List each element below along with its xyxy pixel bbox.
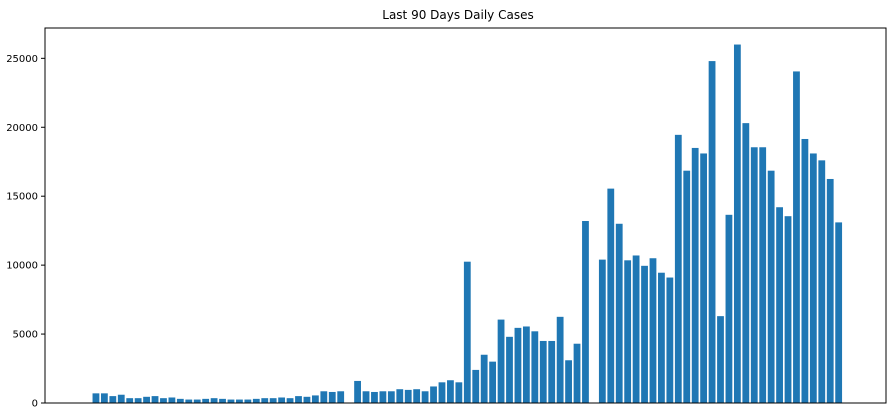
- bar: [143, 396, 150, 403]
- bar: [784, 216, 792, 403]
- bar: [742, 123, 750, 403]
- bar: [210, 398, 218, 403]
- bar: [202, 398, 210, 403]
- bar: [261, 398, 269, 403]
- bar: [320, 391, 328, 403]
- bar: [683, 170, 691, 403]
- chart-title: Last 90 Days Daily Cases: [382, 8, 533, 22]
- bar: [531, 331, 539, 403]
- bar: [506, 336, 513, 403]
- bar: [480, 354, 488, 403]
- bar: [286, 398, 294, 403]
- bar: [666, 277, 674, 403]
- y-tick-label: 5000: [13, 330, 38, 341]
- bar: [801, 138, 809, 404]
- bar: [151, 396, 159, 403]
- bar: [793, 71, 800, 404]
- bar: [615, 223, 623, 403]
- bar: [497, 319, 505, 403]
- bar: [387, 391, 395, 403]
- bar: [438, 382, 446, 403]
- bar: [396, 389, 404, 403]
- bar: [362, 391, 370, 403]
- bar: [776, 207, 783, 403]
- y-tick-label: 20000: [6, 123, 38, 134]
- bar: [303, 396, 311, 403]
- bar: [514, 327, 522, 403]
- bar: [489, 361, 497, 403]
- bar: [708, 61, 716, 404]
- bar: [337, 391, 345, 403]
- bars: [92, 44, 843, 404]
- bar: [227, 399, 235, 403]
- bar: [421, 391, 429, 403]
- bar: [371, 391, 378, 403]
- bar: [168, 397, 176, 403]
- bar: [278, 397, 286, 403]
- bar: [700, 153, 708, 403]
- bar: [674, 134, 682, 403]
- bar: [134, 398, 142, 403]
- bar: [565, 360, 572, 403]
- bar: [733, 44, 741, 403]
- bar: [649, 258, 657, 403]
- bar: [219, 398, 226, 403]
- y-tick-label: 15000: [6, 192, 38, 203]
- bar: [725, 214, 733, 403]
- bar: [632, 255, 640, 403]
- bar: [430, 386, 437, 403]
- bar: [109, 396, 117, 403]
- bar: [826, 178, 834, 403]
- bar: [556, 316, 564, 403]
- bar: [835, 222, 843, 403]
- bar: [328, 391, 336, 403]
- bar: [759, 147, 767, 403]
- y-tick-label: 10000: [6, 261, 38, 272]
- y-tick-label: 25000: [6, 54, 38, 65]
- bar: [607, 188, 615, 403]
- bar: [539, 340, 547, 403]
- bar: [598, 259, 606, 403]
- bar: [193, 399, 201, 403]
- bar: [463, 261, 471, 403]
- bar: [717, 316, 724, 403]
- bar: [185, 399, 193, 403]
- bar: [311, 395, 319, 403]
- bar: [455, 382, 463, 403]
- bar: [573, 343, 581, 403]
- plot-frame: [44, 27, 887, 404]
- bar: [809, 153, 817, 403]
- bar: [252, 398, 260, 403]
- bar: [658, 272, 665, 403]
- bar: [354, 380, 361, 403]
- bar: [582, 221, 589, 403]
- bar: [522, 326, 530, 403]
- bar: [750, 147, 758, 403]
- bar: [641, 265, 648, 403]
- bar: [269, 398, 277, 403]
- y-axis-ticks: 0 5000 10000 15000 20000 25000: [6, 54, 45, 410]
- bar: [126, 398, 134, 403]
- bar: [404, 389, 412, 403]
- bar: [548, 340, 556, 403]
- bar: [117, 394, 125, 403]
- bar: [100, 393, 108, 403]
- bar: [244, 399, 252, 403]
- bar: [447, 380, 454, 403]
- bar: [236, 399, 243, 403]
- bar: [176, 398, 184, 403]
- bar: [92, 393, 100, 403]
- bar: [295, 396, 302, 403]
- y-tick-label: 0: [32, 399, 38, 410]
- bar: [691, 147, 699, 403]
- bar: [818, 160, 826, 403]
- bar: [160, 398, 167, 403]
- bar: [767, 170, 775, 403]
- bar: [624, 260, 632, 403]
- bar: [379, 391, 387, 403]
- bar: [472, 369, 480, 403]
- bar: [413, 389, 421, 403]
